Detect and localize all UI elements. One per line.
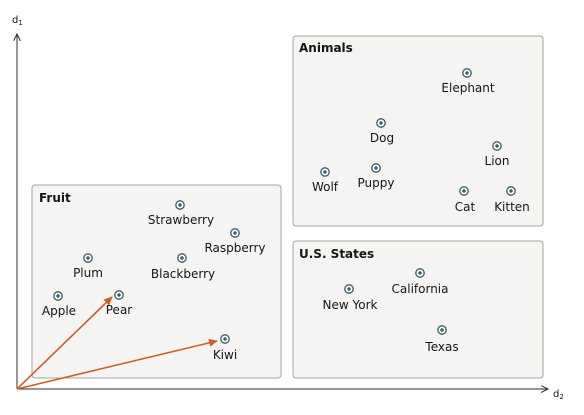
group-states: U.S. States [292, 240, 544, 379]
point-lion-center [495, 144, 499, 148]
point-elephant: Elephant [441, 68, 495, 95]
point-plum-label: Plum [73, 266, 103, 280]
point-kiwi-label: Kiwi [213, 348, 237, 362]
group-fruit-box [31, 184, 282, 379]
point-lion-label: Lion [485, 154, 510, 168]
point-new-york-center [347, 287, 351, 291]
point-plum-center [86, 256, 90, 260]
point-pear: Pear [106, 290, 133, 317]
point-strawberry-label: Strawberry [148, 213, 214, 227]
point-apple-label: Apple [42, 304, 76, 318]
point-kiwi-center [223, 337, 227, 341]
point-dog: Dog [370, 118, 394, 145]
point-cat-center [462, 189, 466, 193]
group-animals-box [292, 35, 544, 227]
point-wolf-center [323, 170, 327, 174]
point-blackberry: Blackberry [151, 253, 215, 281]
group-states-title: U.S. States [299, 247, 374, 261]
group-animals: Animals [292, 35, 544, 227]
point-cat-label: Cat [455, 200, 476, 214]
point-texas-center [440, 328, 444, 332]
point-cat: Cat [455, 186, 476, 214]
point-plum: Plum [73, 253, 103, 280]
point-dog-center [379, 121, 383, 125]
points-layer: Strawberry Raspberry Plum Blackberry Apple Pe… [42, 68, 530, 362]
vector-pear-arrow [16, 296, 113, 390]
point-raspberry-center [233, 231, 237, 235]
x-axis-label: d2 [553, 389, 564, 401]
point-kitten: Kitten [494, 186, 530, 214]
point-raspberry-label: Raspberry [204, 241, 265, 255]
point-pear-label: Pear [106, 303, 133, 317]
point-blackberry-label: Blackberry [151, 267, 215, 281]
point-puppy-label: Puppy [358, 176, 395, 190]
point-new-york-label: New York [323, 298, 378, 312]
point-puppy-center [374, 166, 378, 170]
vector-kiwi-arrow [16, 338, 218, 390]
point-wolf: Wolf [312, 167, 339, 194]
point-apple: Apple [42, 291, 76, 318]
point-puppy: Puppy [358, 163, 395, 190]
point-kitten-label: Kitten [494, 200, 530, 214]
group-fruit: Fruit [31, 184, 282, 379]
point-kiwi: Kiwi [213, 334, 237, 362]
group-fruit-title: Fruit [39, 191, 71, 205]
y-axis-label: d1 [12, 15, 23, 27]
point-california-center [418, 271, 422, 275]
point-kitten-center [509, 189, 513, 193]
point-pear-center [117, 293, 121, 297]
point-elephant-center [465, 71, 469, 75]
point-texas: Texas [424, 325, 459, 354]
point-apple-center [56, 294, 60, 298]
point-elephant-label: Elephant [441, 81, 494, 95]
point-new-york: New York [323, 284, 378, 312]
point-strawberry-center [178, 203, 182, 207]
point-california-label: California [392, 282, 449, 296]
group-states-box [292, 240, 544, 379]
point-raspberry: Raspberry [204, 228, 266, 255]
point-blackberry-center [180, 256, 184, 260]
point-california: California [392, 268, 449, 296]
point-strawberry: Strawberry [148, 200, 214, 227]
group-animals-title: Animals [299, 41, 353, 55]
point-texas-label: Texas [424, 340, 458, 354]
point-wolf-label: Wolf [312, 180, 339, 194]
point-lion: Lion [485, 141, 510, 168]
point-dog-label: Dog [370, 131, 394, 145]
